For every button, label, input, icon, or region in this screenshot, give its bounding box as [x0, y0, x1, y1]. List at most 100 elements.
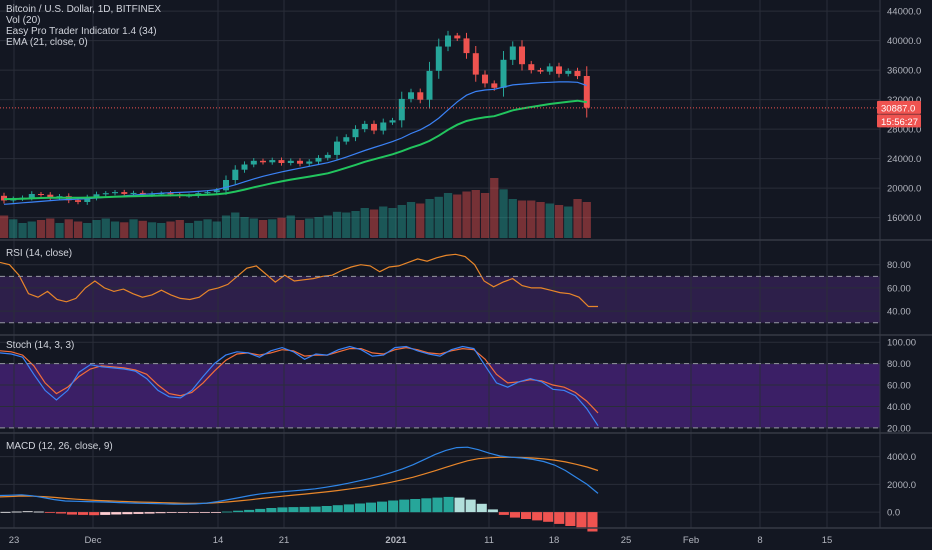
candle-body	[343, 137, 350, 142]
price-scale[interactable]: 16000.0 20000.0 24000.0 28000.0 32000.0 36000…	[887, 7, 921, 519]
volume-bar	[92, 220, 101, 238]
candlesticks[interactable]	[1, 30, 590, 205]
volume-bar	[0, 215, 9, 238]
candle-body	[204, 192, 211, 194]
volume-bar	[36, 220, 46, 238]
volume-bar	[110, 221, 120, 238]
volume-bar	[564, 206, 573, 238]
volume-bar	[314, 217, 323, 238]
candle-body	[556, 66, 562, 74]
volume-bar	[83, 223, 92, 238]
rsi-y-tick-label: 60.00	[887, 283, 911, 294]
candle-body	[565, 70, 572, 74]
candle-body	[463, 38, 470, 54]
stoch-k-line	[0, 345, 599, 427]
volume-bar	[18, 223, 27, 238]
volume-bar	[490, 178, 499, 238]
candle-body	[334, 141, 340, 155]
volume-bar	[286, 215, 295, 238]
volume-bar	[369, 209, 379, 238]
volume-bar	[166, 221, 175, 238]
price-tags: 30887.0 15:56:27	[877, 100, 921, 128]
time-scale[interactable]: 23 Dec 14 21 2021 11 18 25 Feb 8 15	[9, 535, 833, 546]
volume-bar	[406, 202, 416, 238]
macd-histogram-bar	[421, 498, 432, 513]
candle-body	[482, 74, 488, 84]
macd-histogram-bar	[144, 512, 155, 514]
macd-histogram-bar	[78, 512, 89, 515]
price-y-tick-label: 44000.0	[887, 7, 921, 18]
macd-histogram-bar	[255, 508, 266, 513]
macd-histogram-bar	[277, 507, 288, 513]
candle-body	[75, 200, 81, 202]
candle-body	[472, 53, 479, 75]
macd-histogram-bar	[44, 512, 55, 513]
candle-body	[112, 192, 118, 194]
last-price-tag-text: 30887.0	[881, 103, 915, 114]
x-tick-label: 18	[549, 535, 560, 546]
ema-line	[3, 99, 587, 201]
macd-histogram-bar	[476, 503, 487, 513]
macd-histogram-bar	[587, 512, 598, 532]
volume-bar	[545, 203, 554, 238]
volume-bar	[240, 217, 249, 238]
volume-bar	[138, 220, 147, 239]
vol-legend[interactable]: Vol (20)	[6, 15, 41, 26]
rsi-legend[interactable]: RSI (14, close)	[6, 248, 73, 259]
stoch-band	[0, 363, 880, 428]
volume-bar	[268, 219, 277, 239]
stoch-y-tick-label: 100.00	[887, 338, 916, 349]
volume-bar	[453, 194, 462, 238]
candle-body	[38, 194, 44, 195]
price-y-tick-label: 28000.0	[887, 125, 921, 136]
volume-bar	[101, 218, 110, 238]
candle-body	[223, 180, 229, 191]
indicator-legend[interactable]: Easy Pro Trader Indicator 1.4 (34)	[6, 26, 157, 37]
volume-bar	[332, 211, 342, 239]
macd-histogram-bar	[233, 510, 244, 513]
stoch-legend[interactable]: Stoch (14, 3, 3)	[6, 340, 75, 351]
candle-body	[213, 190, 220, 193]
macd-histogram-bar	[0, 511, 11, 513]
last-price-tag	[877, 100, 921, 114]
macd-histogram-bar	[565, 512, 576, 526]
indicator-lines	[0, 81, 880, 505]
candle-body	[102, 193, 109, 195]
x-tick-label: 11	[484, 535, 494, 546]
x-tick-label: Dec	[85, 535, 102, 546]
macd-histogram-bar	[454, 497, 465, 513]
candle-body	[278, 160, 285, 163]
macd-histogram-bar	[22, 511, 33, 513]
volume-bar	[73, 221, 83, 238]
candle-body	[287, 160, 294, 163]
stoch-y-tick-label: 40.00	[887, 402, 911, 413]
price-y-tick-label: 36000.0	[887, 66, 921, 77]
candle-body	[260, 160, 266, 163]
candle-body	[371, 123, 377, 131]
price-y-tick-label: 16000.0	[887, 213, 921, 224]
macd-histogram-bar	[133, 512, 144, 514]
candle-body	[352, 129, 359, 138]
volume-bar	[517, 200, 527, 238]
rsi-y-tick-label: 80.00	[887, 260, 911, 271]
rsi-y-tick-label: 40.00	[887, 307, 911, 318]
symbol-title[interactable]: Bitcoin / U.S. Dollar, 1D, BITFINEX	[6, 4, 162, 15]
macd-legend[interactable]: MACD (12, 26, close, 9)	[6, 441, 113, 452]
volume-bar	[212, 221, 221, 238]
x-tick-label: 25	[621, 535, 632, 546]
volume-bar	[147, 222, 157, 239]
price-pane-legend: Bitcoin / U.S. Dollar, 1D, BITFINEX Vol …	[6, 4, 161, 48]
candle-body	[435, 46, 442, 71]
macd-histogram-bar	[244, 509, 255, 513]
candle-body	[398, 98, 405, 121]
macd-histogram-bar	[89, 512, 100, 516]
macd-histogram-bar	[532, 512, 543, 521]
stoch-y-tick-label: 60.00	[887, 381, 911, 392]
candle-body	[389, 120, 396, 123]
volume-bar	[175, 220, 184, 238]
ema-legend[interactable]: EMA (21, close, 0)	[6, 37, 88, 48]
rsi-band	[0, 276, 880, 323]
candle-body	[84, 197, 91, 202]
pane-separators[interactable]	[0, 0, 932, 529]
